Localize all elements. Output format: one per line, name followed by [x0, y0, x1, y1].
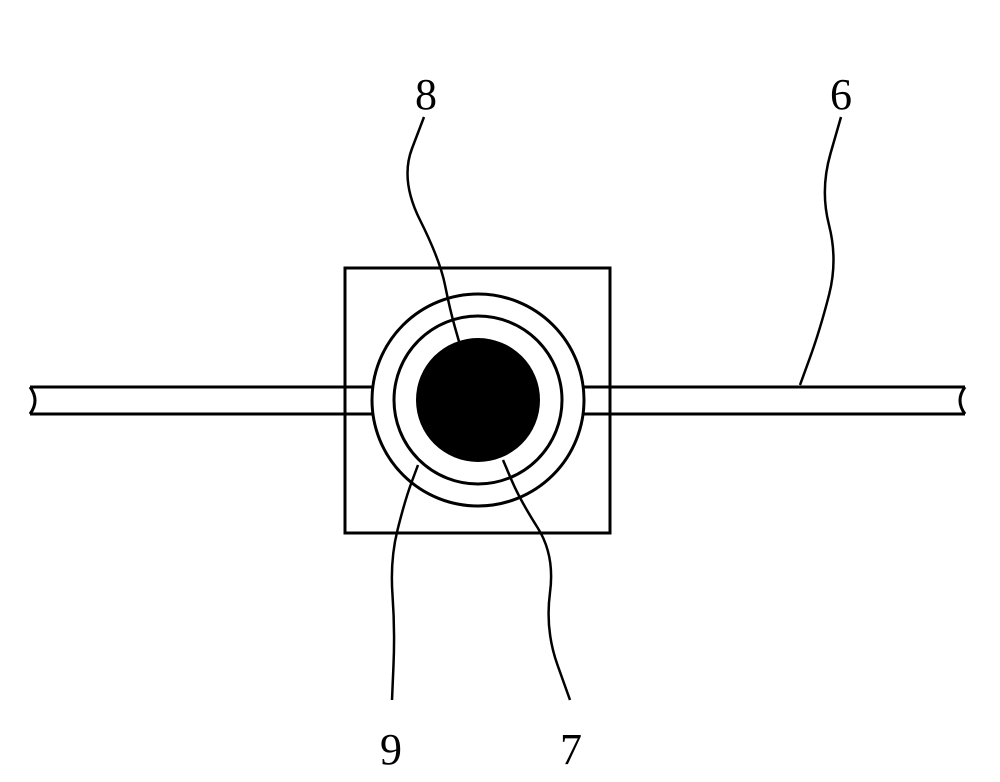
bar-left-break [30, 387, 35, 414]
label-8: 8 [415, 70, 437, 119]
center-disc [416, 338, 540, 462]
bar-right-break [960, 387, 965, 414]
label-7: 7 [560, 725, 582, 774]
label-6: 6 [830, 70, 852, 119]
leader-l9 [392, 465, 418, 700]
leader-l6 [800, 117, 841, 385]
label-9: 9 [380, 725, 402, 774]
